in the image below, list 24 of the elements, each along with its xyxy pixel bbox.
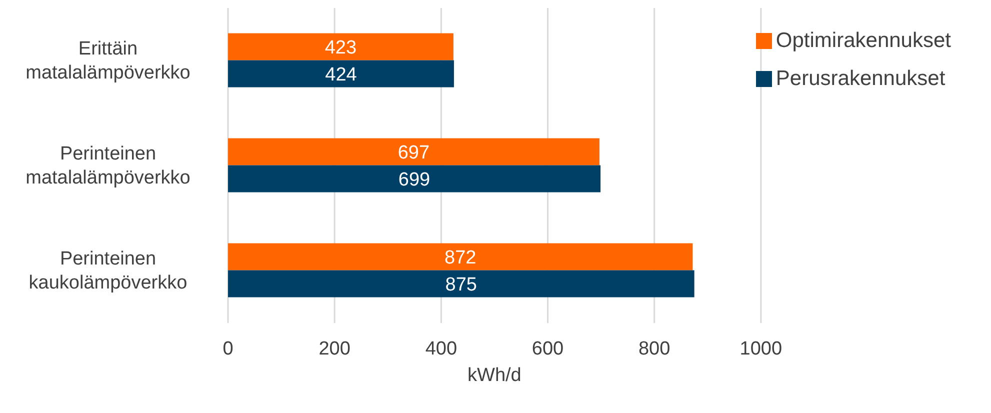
x-tick-label: 0	[222, 338, 234, 360]
data-label: 424	[325, 64, 358, 86]
bar	[228, 243, 693, 270]
data-label: 697	[398, 142, 430, 164]
x-axis-title: kWh/d	[468, 365, 522, 386]
bar	[228, 165, 601, 192]
x-tick-label: 400	[425, 338, 458, 360]
x-tick-label: 600	[532, 338, 564, 360]
data-label: 875	[445, 274, 478, 296]
y-tick-label: Perinteinen matalalämpöverkko	[26, 144, 190, 188]
data-label: 699	[398, 169, 430, 190]
bar	[228, 270, 694, 298]
legend-label: Perusrakennukset	[776, 67, 946, 90]
bar	[228, 60, 454, 88]
legend-label: Optimirakennukset	[776, 29, 951, 52]
y-tick-label: Perinteinen kaukolämpöverkko	[28, 248, 188, 294]
data-label: 423	[324, 37, 357, 58]
x-tick-label: 1000	[740, 338, 782, 360]
x-tick-label: 200	[318, 338, 350, 360]
bar	[228, 33, 454, 60]
bar	[228, 138, 600, 166]
y-tick-label: Erittäin matalalämpöverkko	[26, 38, 190, 84]
data-label: 872	[444, 247, 476, 268]
x-tick-label: 800	[638, 338, 670, 360]
